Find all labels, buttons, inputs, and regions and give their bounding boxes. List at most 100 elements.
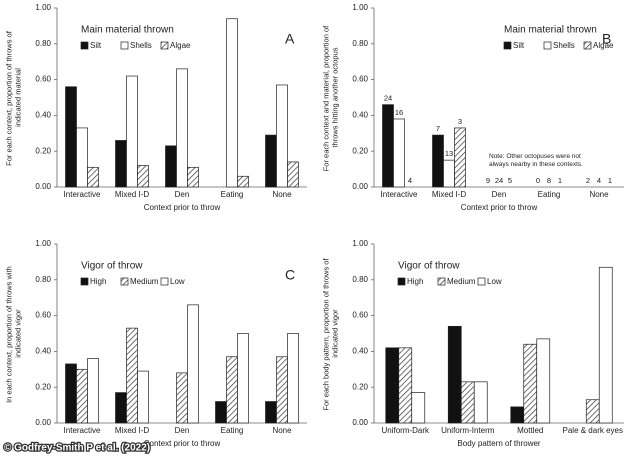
y-tick-label: 0.40	[352, 347, 368, 356]
x-tick-label: Interactive	[64, 190, 101, 199]
bar	[585, 399, 600, 424]
y-tick-label: 0.60	[35, 311, 51, 320]
bar	[432, 134, 444, 188]
bar	[137, 165, 149, 188]
bar	[287, 333, 299, 424]
bar	[165, 145, 177, 188]
bar	[126, 75, 138, 188]
bar	[276, 356, 288, 424]
x-tick-label: Uniform-Interm	[441, 426, 495, 435]
count-label: 24	[495, 176, 503, 185]
x-tick-label: Den	[175, 426, 190, 435]
bar	[115, 140, 127, 188]
y-tick-label: 0.00	[35, 182, 51, 191]
x-tick-label: Den	[175, 190, 190, 199]
y-tick-label: 0.00	[35, 418, 51, 427]
legend-swatch	[160, 41, 169, 50]
legend-swatch	[120, 277, 129, 286]
legend-title: Vigor of throw	[81, 261, 143, 272]
panel-label: B	[602, 31, 611, 47]
x-axis-label: Body pattern of thrower	[457, 439, 540, 448]
bar	[226, 18, 238, 188]
x-tick-label: None	[272, 426, 292, 435]
y-tick-label: 0.00	[352, 418, 368, 427]
bar	[126, 327, 138, 424]
credit: © Godfrey-Smith P et al. (2022)	[4, 443, 150, 454]
legend-label: Medium	[130, 277, 159, 286]
bar	[187, 304, 199, 424]
bar	[276, 84, 288, 188]
y-tick-label: 0.60	[352, 75, 368, 84]
bar	[385, 347, 400, 424]
x-tick-label: None	[272, 190, 292, 199]
y-tick-label: 1.00	[352, 239, 368, 248]
legend-label: Shells	[130, 41, 152, 50]
x-tick-label: Interactive	[64, 426, 101, 435]
x-tick-label: Pale & dark eyes	[563, 426, 623, 435]
legend-label: Shells	[553, 41, 575, 50]
bar	[536, 338, 551, 424]
count-label: 2	[586, 176, 590, 185]
bar	[265, 401, 277, 424]
bar	[393, 118, 405, 188]
legend-swatch	[543, 41, 552, 50]
bar	[398, 347, 413, 424]
count-label: 1	[608, 176, 612, 185]
bar	[287, 161, 299, 188]
bar	[87, 358, 99, 424]
legend-swatch	[477, 277, 486, 286]
x-tick-label: Mottled	[517, 426, 543, 435]
bar	[510, 406, 525, 424]
bar	[454, 127, 466, 188]
legend-swatch	[120, 41, 129, 50]
y-tick-label: 0.20	[35, 382, 51, 391]
legend-swatch	[160, 277, 169, 286]
y-tick-label: 1.00	[35, 239, 51, 248]
legend-label: High	[90, 277, 106, 286]
legend-label: Low	[170, 277, 185, 286]
bar	[443, 159, 455, 188]
legend-label: High	[407, 277, 423, 286]
bar	[137, 370, 149, 424]
bar	[411, 392, 426, 424]
bar	[176, 372, 188, 424]
legend-swatch	[80, 41, 89, 50]
bar	[87, 166, 99, 188]
y-axis-label: In each context, proportion of throws wi…	[4, 264, 22, 403]
x-tick-label: Uniform-Dark	[381, 426, 430, 435]
x-tick-label: Interactive	[381, 190, 418, 199]
y-tick-label: 0.80	[35, 275, 51, 284]
y-axis-label: For each context and material, proportio…	[321, 24, 339, 172]
x-tick-label: Eating	[538, 190, 561, 199]
bar	[226, 356, 238, 424]
count-label: 8	[547, 176, 551, 185]
bar	[237, 333, 249, 424]
bar	[65, 363, 77, 424]
legend-title: Main material thrown	[81, 25, 174, 36]
bar	[76, 368, 88, 424]
y-tick-label: 0.20	[352, 382, 368, 391]
count-label: 9	[486, 176, 490, 185]
y-tick-label: 1.00	[35, 3, 51, 12]
y-tick-label: 0.60	[35, 75, 51, 84]
bar	[237, 175, 249, 188]
y-tick-label: 0.20	[352, 146, 368, 155]
bar	[473, 381, 488, 424]
x-tick-label: Den	[492, 190, 507, 199]
y-axis-label: For each context, proportion of throws o…	[4, 29, 22, 166]
bar	[382, 104, 394, 188]
legend-title: Vigor of throw	[398, 261, 460, 272]
bar	[65, 86, 77, 188]
bar	[523, 343, 538, 424]
y-tick-label: 0.60	[352, 311, 368, 320]
bar	[187, 166, 199, 188]
legend-swatch	[503, 41, 512, 50]
y-tick-label: 0.40	[35, 347, 51, 356]
count-label: 4	[597, 176, 601, 185]
count-label: 4	[408, 176, 412, 185]
bar	[598, 266, 613, 424]
count-label: 16	[395, 108, 403, 117]
legend-label: Medium	[447, 277, 476, 286]
legend-title: Main material thrown	[504, 25, 597, 36]
